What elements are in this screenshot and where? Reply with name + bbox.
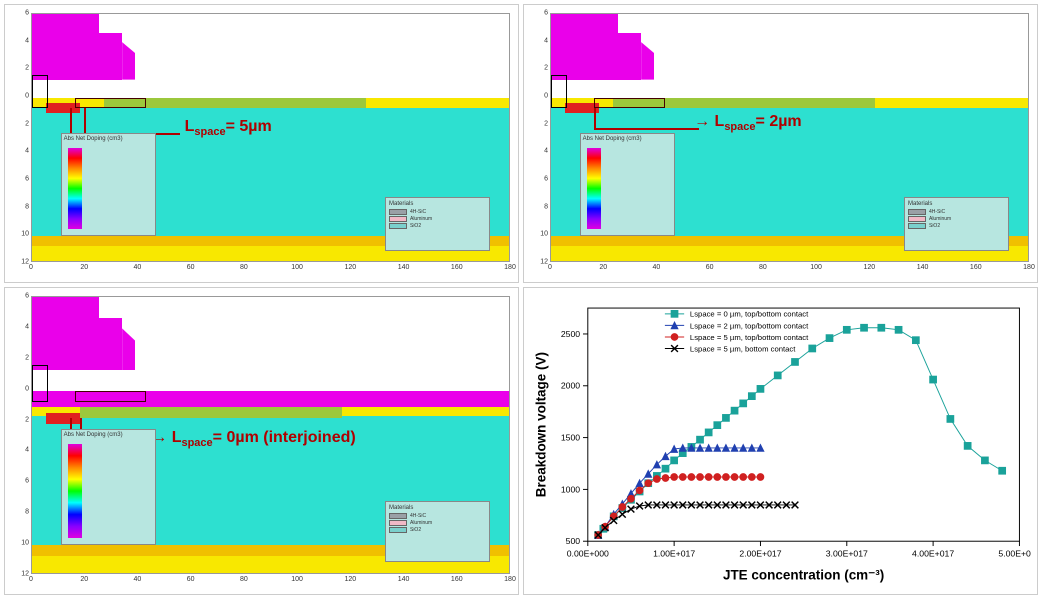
- device-plot: Lspace= Lspace= 5µm5µm Abs Net Doping (c…: [31, 13, 510, 262]
- sim-panel-tr: 642024681012 → Lspace= Lspace= 2µm2µm Ab…: [523, 4, 1038, 283]
- svg-text:5.00E+017: 5.00E+017: [998, 549, 1031, 559]
- anno-label-bl: → Lspace= Lspace= 0µm (interjoined)0µm (…: [151, 429, 355, 449]
- y-axis: 642024681012: [524, 13, 550, 262]
- svg-text:1000: 1000: [561, 484, 580, 494]
- device-plot: → Lspace= Lspace= 0µm (interjoined)0µm (…: [31, 296, 510, 574]
- svg-text:1.00E+017: 1.00E+017: [653, 549, 695, 559]
- y-axis: 642024681012: [5, 13, 31, 262]
- colorbar: Abs Net Doping (cm3): [61, 429, 156, 545]
- x-axis: 020406080100120140160180: [550, 262, 1029, 282]
- svg-text:3.00E+017: 3.00E+017: [826, 549, 868, 559]
- chart-svg: 500 1000 1500 2000 2500 0.00E+000 1.00E+017 2.0…: [530, 294, 1031, 588]
- materials-legend: Materials 4H-SiCAluminumSiO2: [385, 197, 490, 251]
- anno-label-tl: Lspace= Lspace= 5µm5µm: [185, 118, 272, 138]
- svg-text:Breakdown voltage (V): Breakdown voltage (V): [533, 352, 548, 497]
- x-axis: 020406080100120140160180: [31, 262, 510, 282]
- materials-legend: Materials 4H-SiCAluminumSiO2: [385, 501, 490, 562]
- svg-text:Lspace = 5 µm, bottom contact: Lspace = 5 µm, bottom contact: [690, 344, 796, 353]
- svg-text:500: 500: [566, 536, 581, 546]
- colorbar: Abs Net Doping (cm3): [61, 133, 156, 237]
- svg-text:JTE concentration (cm⁻³): JTE concentration (cm⁻³): [723, 568, 884, 583]
- svg-text:2.00E+017: 2.00E+017: [739, 549, 781, 559]
- svg-text:2500: 2500: [561, 329, 580, 339]
- svg-text:0.00E+000: 0.00E+000: [567, 549, 609, 559]
- svg-text:Lspace = 0 µm, top/bottom cont: Lspace = 0 µm, top/bottom contact: [690, 310, 809, 319]
- colorbar: Abs Net Doping (cm3): [580, 133, 675, 237]
- device-plot: → Lspace= Lspace= 2µm2µm Abs Net Doping …: [550, 13, 1029, 262]
- y-axis: 642024681012: [5, 296, 31, 574]
- svg-text:1500: 1500: [561, 432, 580, 442]
- figure-grid: 642024681012 Lspace= Lspace= 5µm5µm Abs …: [0, 0, 1042, 599]
- sim-panel-tl: 642024681012 Lspace= Lspace= 5µm5µm Abs …: [4, 4, 519, 283]
- materials-legend: Materials 4H-SiCAluminumSiO2: [904, 197, 1009, 251]
- x-axis: 020406080100120140160180: [31, 574, 510, 594]
- svg-text:4.00E+017: 4.00E+017: [912, 549, 954, 559]
- svg-text:Lspace = 5 µm, top/bottom cont: Lspace = 5 µm, top/bottom contact: [690, 333, 809, 342]
- sim-panel-bl: 642024681012 → Lspace= Lspace= 0µm (inte…: [4, 287, 519, 595]
- svg-text:Lspace = 2 µm, top/bottom cont: Lspace = 2 µm, top/bottom contact: [690, 321, 809, 330]
- breakdown-chart: 500 1000 1500 2000 2500 0.00E+000 1.00E+017 2.0…: [523, 287, 1038, 595]
- svg-text:2000: 2000: [561, 381, 580, 391]
- anno-label-tr: → Lspace= Lspace= 2µm2µm: [694, 113, 802, 133]
